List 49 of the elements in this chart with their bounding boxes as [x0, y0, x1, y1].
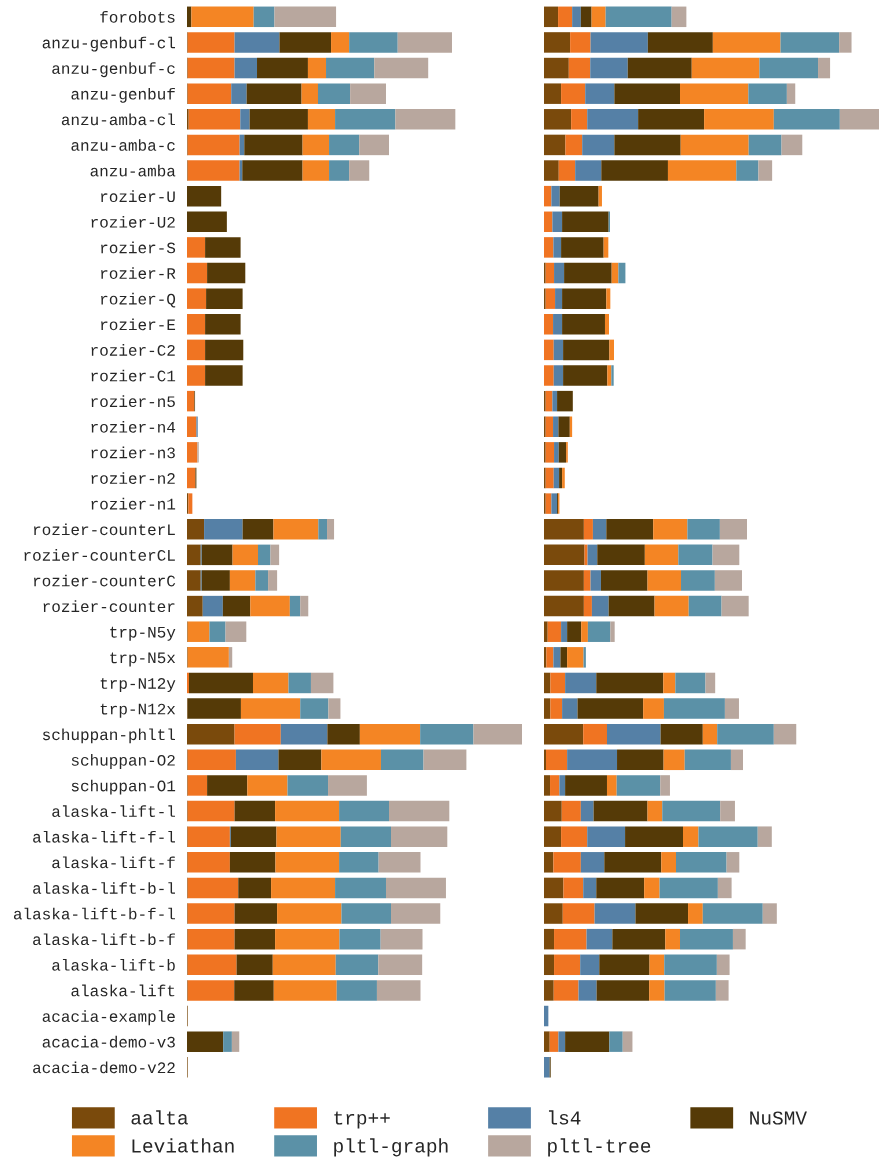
y-tick-label: acacia-demo-v3 [42, 1035, 175, 1048]
legend-label: pltl-graph [334, 1138, 448, 1157]
y-tick-label: rozier-n2 [91, 472, 175, 484]
y-tick-label: anzu-genbuf [71, 87, 175, 103]
y-tick-label: schuppan-phltl [42, 728, 175, 744]
y-tick-label: rozier-S [101, 241, 176, 254]
y-tick-label: rozier-n5 [91, 395, 175, 408]
y-tick-label: anzu-genbuf-cl [42, 36, 175, 52]
y-tick-label: alaska-lift-b [52, 959, 175, 971]
y-tick-label: schuppan-O1 [71, 779, 176, 795]
legend-label: aalta [131, 1110, 188, 1125]
y-tick-label: rozier-C1 [91, 369, 176, 382]
legend-label: ls4 [548, 1110, 581, 1125]
y-tick-label: rozier-n1 [91, 497, 176, 510]
y-tick-label: trp-N12y [100, 678, 176, 693]
y-tick-label: anzu-amba-c [71, 139, 175, 151]
y-tick-label: rozier-U [101, 190, 175, 203]
y-tick-label: forobots [100, 11, 175, 23]
y-tick-label: rozier-counter [43, 600, 175, 613]
y-tick-label: alaska-lift-b-f [33, 933, 175, 946]
y-tick-label: alaska-lift [71, 984, 175, 997]
y-tick-label: rozier-counterL [33, 523, 175, 536]
y-tick-label: alaska-lift-b-f-l [13, 907, 175, 920]
y-tick-label: rozier-counterCL [24, 549, 175, 561]
y-tick-label: alaska-lift-f-l [33, 830, 175, 843]
y-tick-label: trp-N12x [100, 703, 176, 718]
legend-label: NuSMV [750, 1111, 807, 1125]
y-tick-label: acacia-demo-v22 [33, 1061, 175, 1074]
y-tick-label: anzu-genbuf-c [52, 62, 175, 78]
y-tick-label: rozier-counterC [33, 574, 176, 587]
y-tick-label: rozier-R [101, 267, 176, 279]
y-tick-label: alaska-lift-l [52, 805, 175, 817]
y-tick-label: alaska-lift-f [52, 856, 175, 869]
y-tick-label: rozier-Q [101, 292, 176, 308]
y-tick-label: rozier-U2 [91, 215, 175, 228]
y-tick-label: rozier-n4 [91, 420, 176, 433]
y-tick-label: rozier-E [101, 318, 176, 331]
y-tick-label: rozier-n3 [91, 446, 175, 459]
y-tick-label: anzu-amba-cl [61, 113, 175, 126]
legend-label: trp++ [334, 1111, 390, 1129]
y-tick-label: trp-N5y [110, 626, 176, 641]
legend-label: pltl-tree [548, 1138, 651, 1157]
y-tick-label: anzu-amba [90, 164, 176, 177]
y-tick-label: rozier-C2 [91, 344, 175, 356]
y-tick-label: trp-N5x [110, 652, 176, 667]
y-tick-label: acacia-example [42, 1010, 175, 1026]
y-tick-label: schuppan-O2 [71, 754, 175, 769]
legend-label: Leviathan [132, 1138, 234, 1153]
y-tick-label: alaska-lift-b-l [33, 882, 175, 894]
